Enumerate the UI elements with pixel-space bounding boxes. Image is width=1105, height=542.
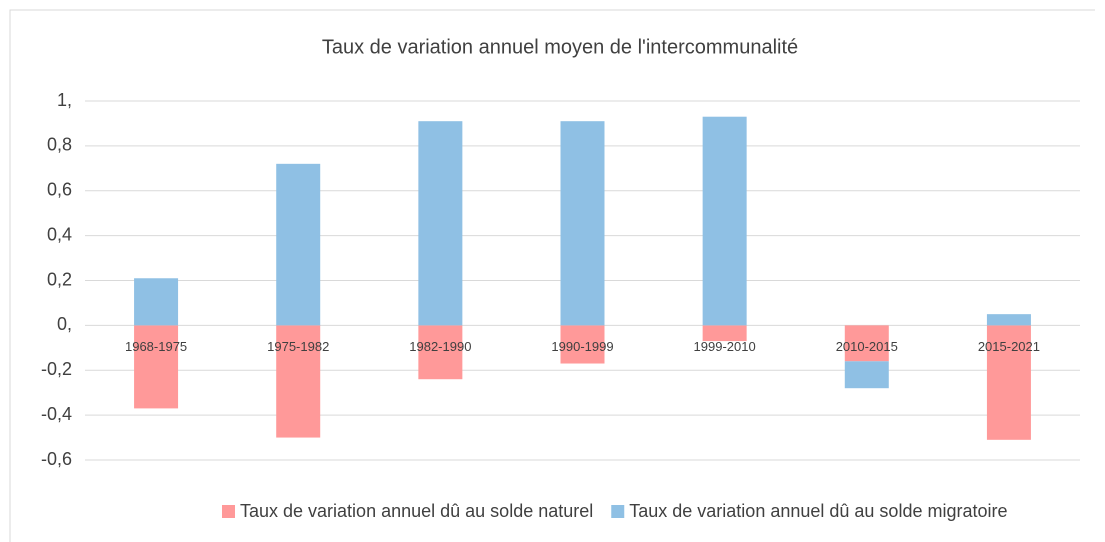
bar xyxy=(418,121,463,326)
chart-title: Taux de variation annuel moyen de l'inte… xyxy=(322,36,798,58)
y-tick-label: -0,6 xyxy=(41,449,72,469)
bar xyxy=(702,116,747,326)
bar xyxy=(134,325,179,409)
x-tick-label: 1968-1975 xyxy=(125,339,187,354)
legend-label: Taux de variation annuel dû au solde mig… xyxy=(629,501,1007,521)
x-tick-label: 1990-1999 xyxy=(551,339,613,354)
bar xyxy=(418,325,463,380)
bar xyxy=(560,325,605,364)
y-tick-label: 0,6 xyxy=(47,180,72,200)
legend-swatch xyxy=(222,505,235,518)
x-tick-label: 1982-1990 xyxy=(409,339,471,354)
bar xyxy=(986,325,1031,440)
y-tick-label: -0,2 xyxy=(41,359,72,379)
bar xyxy=(134,278,179,326)
y-tick-label: 0,4 xyxy=(47,224,72,244)
chart-frame xyxy=(9,9,1095,542)
bar xyxy=(702,325,747,342)
y-tick-label: 1, xyxy=(57,90,72,110)
x-tick-label: 1975-1982 xyxy=(267,339,329,354)
legend-swatch xyxy=(611,505,625,518)
bar xyxy=(844,361,889,389)
x-tick-label: 2015-2021 xyxy=(978,339,1040,354)
bar xyxy=(844,325,889,362)
bar xyxy=(276,163,321,326)
bar xyxy=(560,121,605,326)
y-tick-label: 0,8 xyxy=(47,135,72,155)
x-tick-label: 1999-2010 xyxy=(694,339,756,354)
y-tick-label: 0, xyxy=(57,314,72,334)
legend-label: Taux de variation annuel dû au solde nat… xyxy=(240,501,593,521)
bar xyxy=(986,314,1031,326)
bar xyxy=(276,325,321,438)
x-tick-label: 2010-2015 xyxy=(836,339,898,354)
y-tick-label: -0,4 xyxy=(41,404,72,424)
y-tick-label: 0,2 xyxy=(47,269,72,289)
